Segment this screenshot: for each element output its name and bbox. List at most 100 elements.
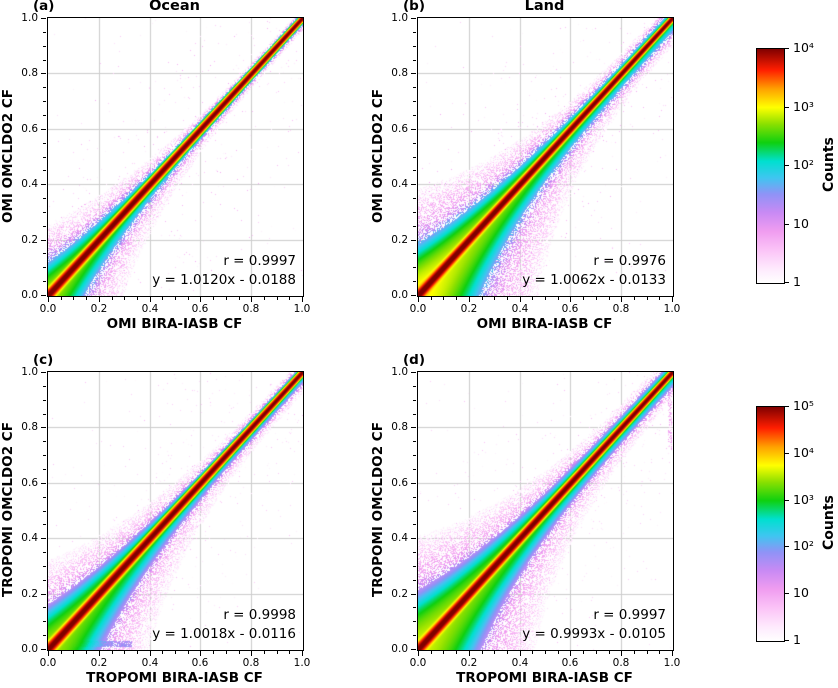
panel-letter: (c) [33,352,54,368]
plot-area-a: r = 0.9997 y = 1.0120x - 0.0188 [47,17,304,297]
y-major-tick [411,649,416,650]
colorbar-tick [785,406,789,407]
x-major-tick [251,651,252,656]
y-minor-tick [413,469,416,470]
x-major-tick [302,651,303,656]
x-tick-label: 0.8 [612,657,630,669]
x-minor-tick [73,651,74,654]
colorbar-tick [785,500,789,501]
y-minor-tick [413,170,416,171]
y-major-tick [411,483,416,484]
stat-regression: y = 1.0018x - 0.0116 [152,626,296,643]
y-minor-tick [43,497,46,498]
x-axis-label: TROPOMI BIRA-IASB CF [456,670,633,686]
panel-letter: (b) [403,0,426,14]
x-tick-label: 0.2 [460,657,478,669]
colorbar-tick-label: 10⁵ [793,398,814,413]
x-major-tick [418,297,419,302]
y-minor-tick [43,87,46,88]
colorbar-tick-label: 10³ [793,492,814,507]
x-minor-tick [583,651,584,654]
y-minor-tick [413,414,416,415]
y-minor-tick [43,455,46,456]
panel-letter: (a) [33,0,55,14]
colorbar-tick-label: 10 [793,216,809,231]
y-minor-tick [43,226,46,227]
y-major-tick [411,295,416,296]
y-major-tick [411,594,416,595]
y-minor-tick [413,226,416,227]
x-minor-tick [507,297,508,300]
x-minor-tick [226,297,227,300]
x-major-tick [48,297,49,302]
y-minor-tick [413,198,416,199]
x-minor-tick [443,297,444,300]
y-major-tick [411,184,416,185]
panel-title: Land [524,0,565,14]
y-minor-tick [413,101,416,102]
x-major-tick [302,297,303,302]
y-tick-label: 1.0 [391,12,408,24]
y-tick-label: 0.0 [391,289,408,301]
y-tick-label: 0.8 [391,421,408,433]
x-minor-tick [647,651,648,654]
y-tick-label: 0.2 [21,234,38,246]
y-minor-tick [413,497,416,498]
y-minor-tick [413,143,416,144]
colorbar-tick-label: 1 [793,274,801,289]
y-tick-label: 1.0 [391,366,408,378]
x-major-tick [621,651,622,656]
x-tick-label: 1.0 [663,657,681,669]
y-minor-tick [413,115,416,116]
x-major-tick [570,651,571,656]
x-tick-label: 0.6 [561,303,579,315]
y-minor-tick [413,386,416,387]
y-minor-tick [413,607,416,608]
x-tick-label: 0.8 [242,303,260,315]
x-minor-tick [239,651,240,654]
x-minor-tick [456,297,457,300]
y-minor-tick [413,87,416,88]
x-minor-tick [124,297,125,300]
x-major-tick [672,651,673,656]
panel-title: Ocean [149,0,200,14]
x-minor-tick [482,651,483,654]
x-tick-label: 1.0 [663,303,681,315]
y-minor-tick [43,212,46,213]
y-minor-tick [413,621,416,622]
stats-annotation: r = 0.9976 y = 1.0062x - 0.0133 [522,252,666,291]
y-major-tick [411,240,416,241]
y-major-tick [41,184,46,185]
colorbar-tick-label: 10⁴ [793,445,814,460]
y-minor-tick [413,281,416,282]
y-minor-tick [413,46,416,47]
x-minor-tick [188,297,189,300]
x-tick-label: 0.4 [511,657,529,669]
stats-annotation: r = 0.9997 y = 0.9993x - 0.0105 [522,606,666,645]
x-minor-tick [112,651,113,654]
stat-regression: y = 1.0062x - 0.0133 [522,272,666,289]
x-minor-tick [124,651,125,654]
y-minor-tick [413,635,416,636]
x-tick-label: 0.6 [191,303,209,315]
x-minor-tick [494,297,495,300]
x-tick-label: 1.0 [293,657,311,669]
y-minor-tick [413,157,416,158]
x-tick-label: 0.0 [39,657,57,669]
colorbar-gradient [756,48,785,284]
colorbar-bottom: 10⁵ 10⁴ 10³ 10² 10 1 Counts [756,398,838,647]
x-minor-tick [264,297,265,300]
y-minor-tick [413,441,416,442]
y-minor-tick [43,32,46,33]
y-major-tick [41,538,46,539]
colorbar-tick [785,546,789,547]
y-minor-tick [43,511,46,512]
colorbar-tick-label: 1 [793,632,801,647]
colorbar-tick [785,107,789,108]
y-minor-tick [43,170,46,171]
x-major-tick [418,651,419,656]
x-minor-tick [175,651,176,654]
y-minor-tick [43,281,46,282]
x-minor-tick [609,297,610,300]
y-major-tick [411,538,416,539]
